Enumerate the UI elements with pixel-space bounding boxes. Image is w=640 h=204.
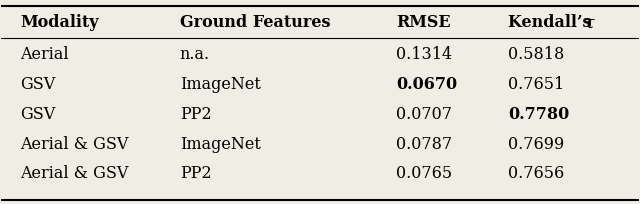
- Text: τ: τ: [583, 14, 594, 31]
- Text: 0.0787: 0.0787: [396, 135, 452, 153]
- Text: Modality: Modality: [20, 14, 99, 31]
- Text: Aerial: Aerial: [20, 46, 69, 63]
- Text: GSV: GSV: [20, 76, 56, 93]
- Text: 0.7780: 0.7780: [508, 106, 569, 123]
- Text: 0.7651: 0.7651: [508, 76, 564, 93]
- Text: 0.0670: 0.0670: [396, 76, 458, 93]
- Text: Aerial & GSV: Aerial & GSV: [20, 135, 129, 153]
- Text: 0.7699: 0.7699: [508, 135, 564, 153]
- Text: 0.5818: 0.5818: [508, 46, 564, 63]
- Text: ImageNet: ImageNet: [180, 135, 260, 153]
- Text: n.a.: n.a.: [180, 46, 210, 63]
- Text: Aerial & GSV: Aerial & GSV: [20, 165, 129, 182]
- Text: Kendall’s: Kendall’s: [508, 14, 597, 31]
- Text: PP2: PP2: [180, 106, 211, 123]
- Text: 0.0707: 0.0707: [396, 106, 452, 123]
- Text: 0.0765: 0.0765: [396, 165, 452, 182]
- Text: ImageNet: ImageNet: [180, 76, 260, 93]
- Text: 0.1314: 0.1314: [396, 46, 452, 63]
- Text: GSV: GSV: [20, 106, 56, 123]
- Text: 0.7656: 0.7656: [508, 165, 564, 182]
- Text: Ground Features: Ground Features: [180, 14, 330, 31]
- Text: PP2: PP2: [180, 165, 211, 182]
- Text: RMSE: RMSE: [396, 14, 451, 31]
